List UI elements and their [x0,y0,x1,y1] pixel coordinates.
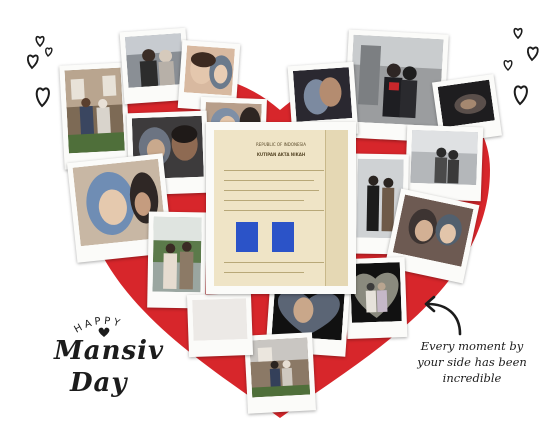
photo-couple-standing-gray [404,124,484,202]
title-mansiv: Mansiv [54,336,165,366]
caption-line-3: incredible [442,371,502,385]
photo-wedding-ring-heart [344,256,408,340]
photo-couple-selfie-tilted [384,188,480,284]
photo-kiss-dark [287,61,359,139]
heart-doodle-icon [27,35,53,108]
photo-couple-garden [147,211,207,309]
bride-id-photo [272,222,294,252]
curved-arrow-icon [424,295,462,336]
photo-couple-house-bottom [244,332,316,414]
photo-hijab-selfie-top [177,40,241,112]
caption-line-2: your side has been [417,355,527,369]
photo-couple-house [59,62,131,170]
marriage-certificate-photo: REPUBLIC OF INDONESIA KUTIPAN AKTA NIKAH [206,122,356,294]
photo-dark-selfie-right [431,73,503,145]
photo-couple-selfie [119,27,191,105]
photo-couple-formal [351,153,409,255]
certificate-subheader: KUTIPAN AKTA NIKAH [256,152,306,157]
small-heart-icon [98,327,110,337]
caption-text: Every moment by your side has been incre… [412,338,532,386]
photo-heart-frame-selfie [265,275,351,357]
photo-hijab-rotated [67,153,173,263]
heart-doodle-icon [503,27,539,106]
photo-city-couple [343,29,449,143]
certificate-paper: REPUBLIC OF INDONESIA KUTIPAN AKTA NIKAH [214,130,348,286]
title-day: Day [70,368,128,398]
photo-blank-frame [186,292,254,358]
caption-line-1: Every moment by [420,339,524,353]
groom-id-photo [236,222,258,252]
certificate-header: REPUBLIC OF INDONESIA [256,142,306,147]
